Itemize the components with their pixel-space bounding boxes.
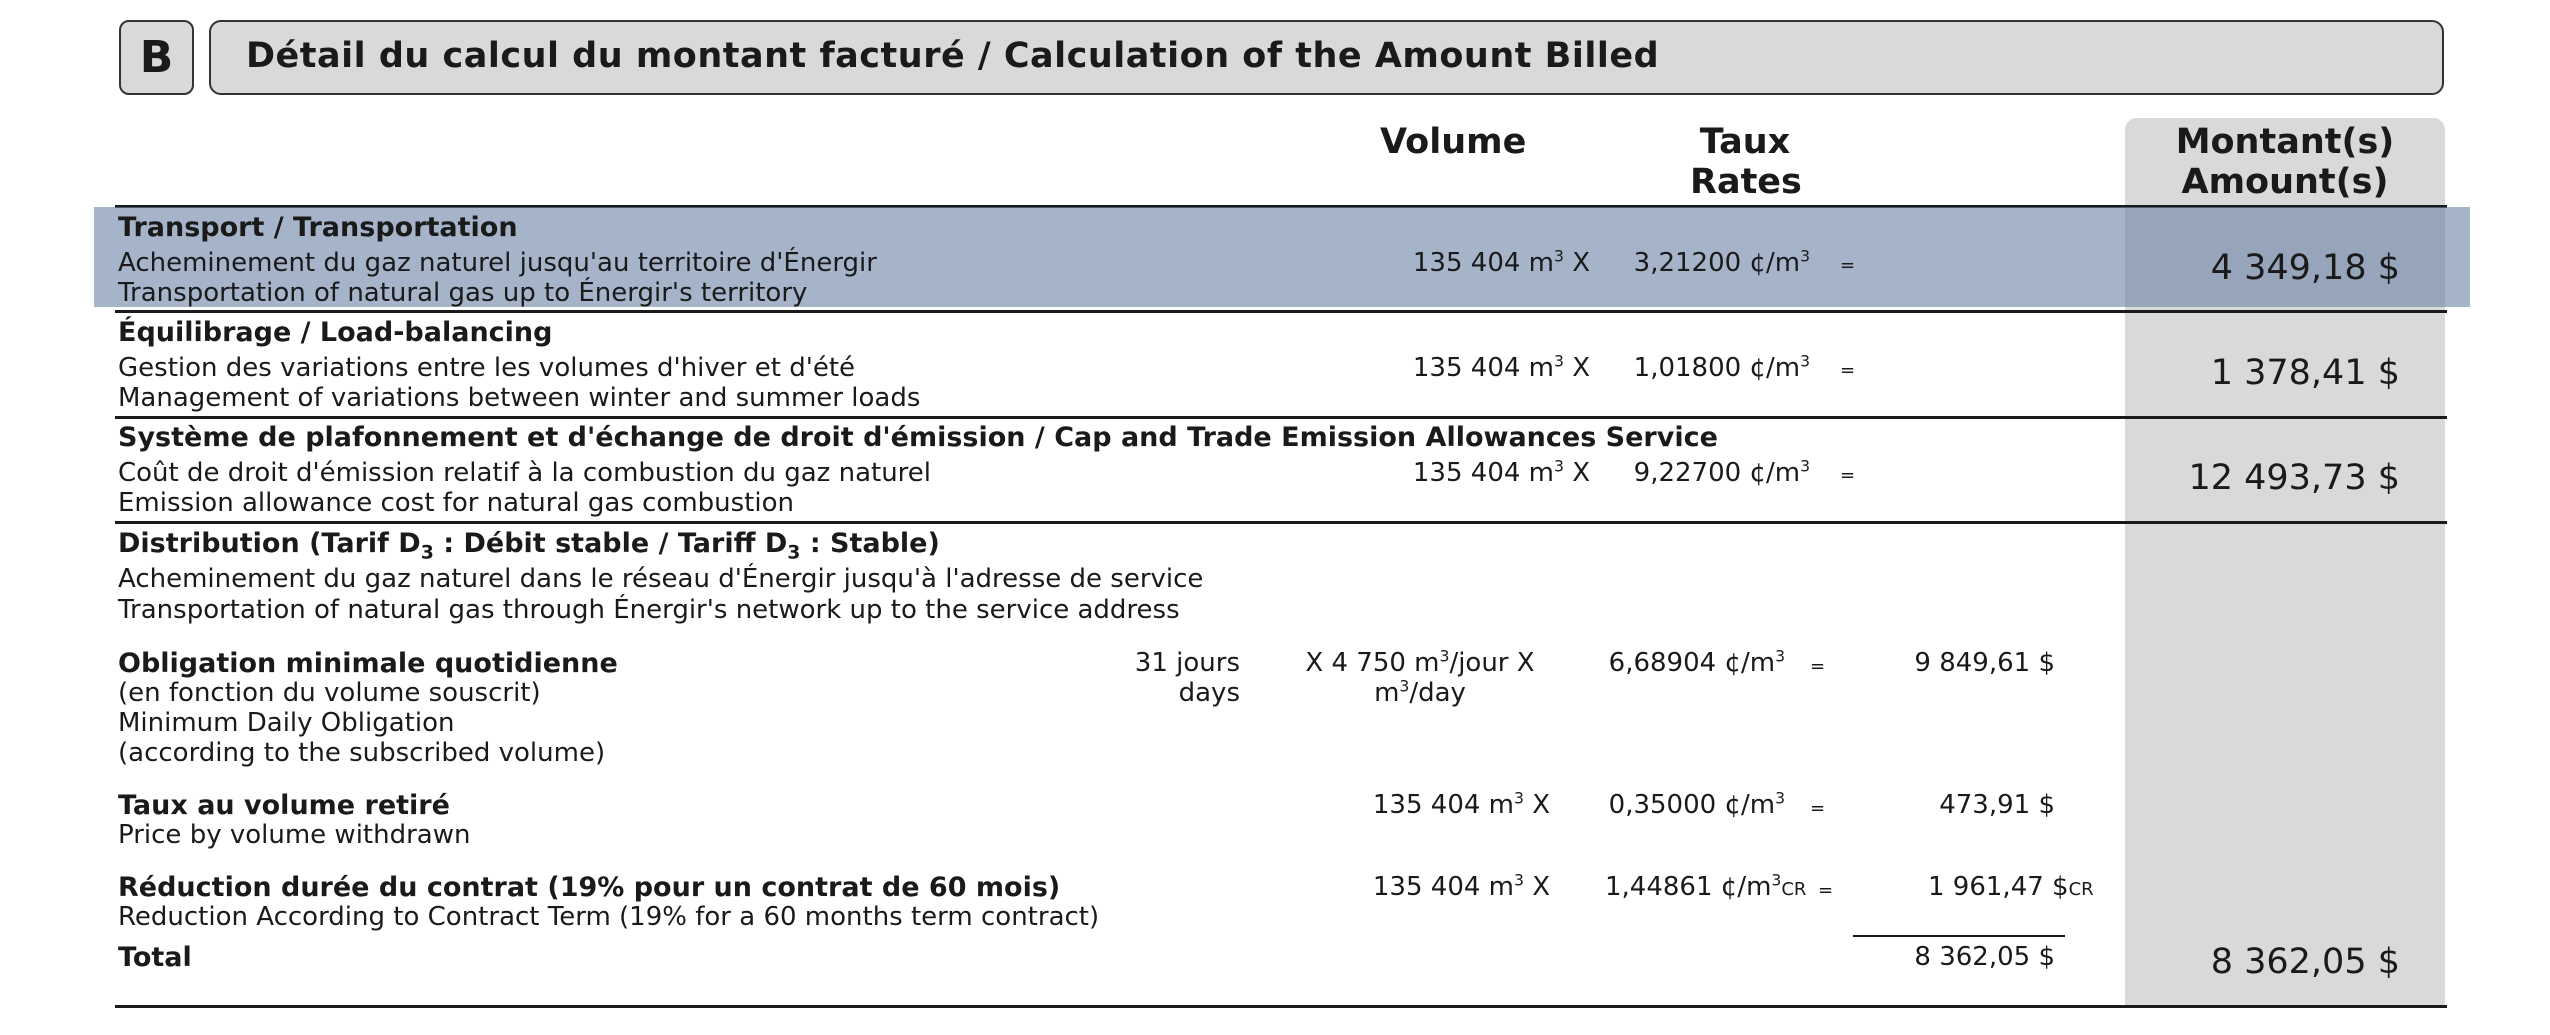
transport-amount: 4 349,18 $ xyxy=(2210,248,2400,288)
volume-rate-line: Price by volume withdrawn xyxy=(118,820,471,850)
reduction-line: Reduction According to Contract Term (19… xyxy=(118,902,1100,932)
title-bar: Détail du calcul du montant facturé / Ca… xyxy=(209,20,2444,95)
transport-rate: 3,21200 ¢/m3 xyxy=(1633,247,1810,278)
balancing-volume: 135 404 m3 X xyxy=(1412,352,1590,383)
capandtrade-volume: 135 404 m3 X xyxy=(1412,457,1590,488)
mdo-line-2: Minimum Daily Obligation xyxy=(118,708,455,738)
mdo-volume: X 4 750 m3/jour X m3/day xyxy=(1305,647,1535,708)
distribution-line-en: Transportation of natural gas through Én… xyxy=(118,595,1180,625)
volume-rate-volume: 135 404 m3 X xyxy=(1372,789,1550,820)
mdo-line-3: (according to the subscribed volume) xyxy=(118,738,606,768)
header-amount-en: Amount(s) xyxy=(2181,162,2389,202)
header-amount-fr: Montant(s) xyxy=(2175,122,2395,162)
mdo-rate: 6,68904 ¢/m3 xyxy=(1608,647,1785,678)
reduction-volume: 135 404 m3 X xyxy=(1372,871,1550,902)
capandtrade-line-en: Emission allowance cost for natural gas … xyxy=(118,488,794,518)
capandtrade-rate: 9,22700 ¢/m3 xyxy=(1633,457,1810,488)
section-letter: B xyxy=(119,20,194,95)
total-label: Total xyxy=(118,942,192,973)
divider xyxy=(115,310,2447,313)
mdo-title: Obligation minimale quotidienne xyxy=(118,648,618,679)
header-rates: Taux Rates xyxy=(1690,122,1802,202)
balancing-rate: 1,01800 ¢/m3 xyxy=(1633,352,1810,383)
divider xyxy=(115,1005,2447,1008)
volume-rate-subtotal: 473,91 $ xyxy=(1939,790,2055,820)
reduction-title: Réduction durée du contrat (19% pour un … xyxy=(118,872,1061,903)
transport-volume: 135 404 m3 X xyxy=(1412,247,1590,278)
capandtrade-title: Système de plafonnement et d'échange de … xyxy=(118,422,1718,453)
total-amount: 8 362,05 $ xyxy=(2210,942,2400,982)
transport-equals: = xyxy=(1840,255,1856,276)
mdo-subtotal: 9 849,61 $ xyxy=(1914,648,2055,678)
balancing-line-en: Management of variations between winter … xyxy=(118,383,921,413)
divider xyxy=(115,416,2447,419)
balancing-title: Équilibrage / Load-balancing xyxy=(118,317,553,348)
reduction-equals: = xyxy=(1818,880,1834,901)
distribution-line-fr: Acheminement du gaz naturel dans le rése… xyxy=(118,564,1204,594)
volume-rate-title: Taux au volume retiré xyxy=(118,790,450,821)
reduction-subtotal: 1 961,47 $CR xyxy=(1928,872,2094,902)
header-rates-en: Rates xyxy=(1690,162,1802,202)
reduction-rate: 1,44861 ¢/m3CR xyxy=(1605,871,1807,902)
header-volume: Volume xyxy=(1380,122,1527,162)
balancing-equals: = xyxy=(1840,360,1856,381)
transport-row-highlight xyxy=(94,207,2470,307)
subtotal-rule xyxy=(1853,935,2065,937)
header-amount: Montant(s) Amount(s) xyxy=(2130,122,2440,202)
balancing-line-fr: Gestion des variations entre les volumes… xyxy=(118,353,856,383)
mdo-days: 31 jours days xyxy=(1134,648,1240,708)
mdo-line-1: (en fonction du volume souscrit) xyxy=(118,678,541,708)
divider xyxy=(115,521,2447,524)
page-title: Détail du calcul du montant facturé / Ca… xyxy=(246,36,1660,76)
transport-line-fr: Acheminement du gaz naturel jusqu'au ter… xyxy=(118,248,877,278)
mdo-equals: = xyxy=(1810,656,1826,677)
volume-rate-equals: = xyxy=(1810,798,1826,819)
capandtrade-amount: 12 493,73 $ xyxy=(2188,458,2400,498)
volume-rate-rate: 0,35000 ¢/m3 xyxy=(1608,789,1785,820)
divider xyxy=(115,205,2447,208)
capandtrade-equals: = xyxy=(1840,465,1856,486)
balancing-amount: 1 378,41 $ xyxy=(2210,353,2400,393)
transport-title: Transport / Transportation xyxy=(118,212,518,243)
transport-line-en: Transportation of natural gas up to Éner… xyxy=(118,278,808,308)
distribution-title: Distribution (Tarif D3 : Débit stable / … xyxy=(118,528,940,564)
total-subtotal: 8 362,05 $ xyxy=(1914,942,2055,972)
header-rates-fr: Taux xyxy=(1699,122,1791,162)
capandtrade-line-fr: Coût de droit d'émission relatif à la co… xyxy=(118,458,932,488)
